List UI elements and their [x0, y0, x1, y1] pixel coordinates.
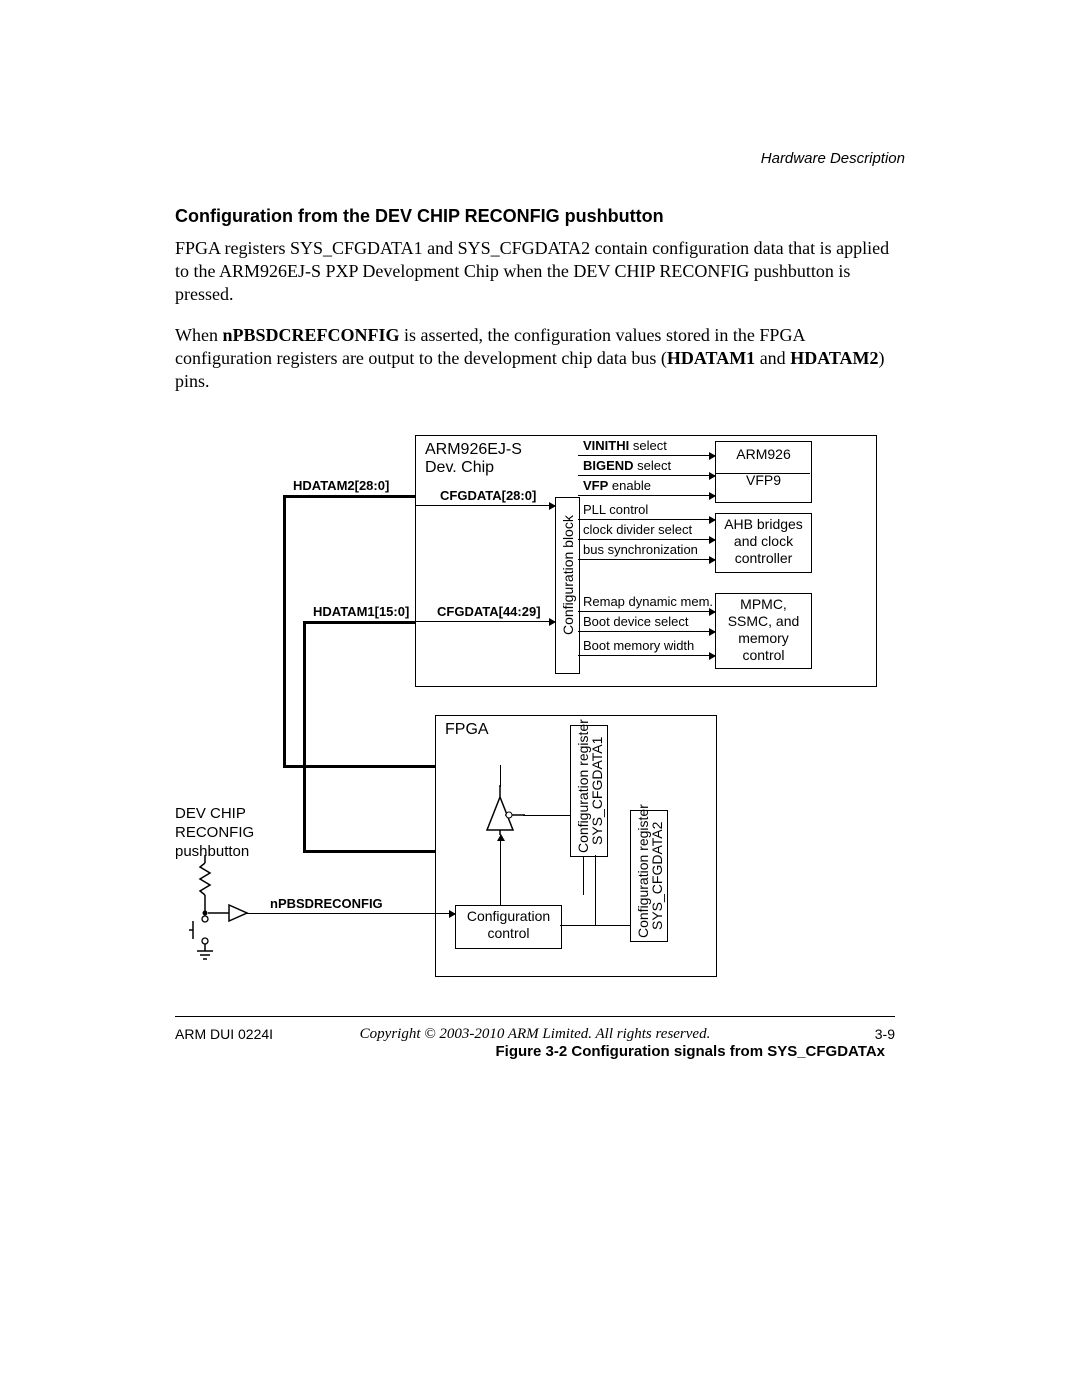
fpga-title: FPGA — [445, 721, 489, 739]
hdatam2-h — [283, 495, 415, 498]
pushbutton-icon — [175, 855, 255, 965]
drv-en — [523, 815, 570, 816]
dest-arm926: ARM926 VFP9 — [715, 441, 812, 503]
dest-ahb-3: controller — [716, 550, 811, 567]
drv-up — [500, 765, 501, 787]
sig-2: BIGEND select — [583, 459, 671, 473]
p2-a: When — [175, 325, 222, 345]
p2-b3: HDATAM2 — [790, 348, 878, 368]
sig-7: Remap dynamic mem. — [583, 595, 713, 609]
dest-mem-4: control — [716, 647, 811, 664]
reg2-l2: SYS_CFGDATA2 — [649, 822, 665, 930]
driver-icon — [475, 785, 525, 835]
sig-3-b: VFP — [583, 478, 608, 493]
cfg44-label: CFGDATA[44:29] — [437, 605, 541, 619]
dev-chip-title-2: Dev. Chip — [425, 459, 494, 477]
section-heading: Configuration from the DEV CHIP RECONFIG… — [175, 206, 895, 227]
sig-4: PLL control — [583, 503, 648, 517]
cfg44-line — [415, 621, 555, 622]
config-block-label: Configuration block — [560, 515, 576, 635]
figure-caption: Figure 3-2 Configuration signals from SY… — [175, 1043, 895, 1060]
cfg-ctrl-2: control — [456, 925, 561, 942]
sig-1-b: VINITHI — [583, 438, 629, 453]
dest-arm926-l1: ARM926 — [716, 446, 811, 462]
dev-chip-title-1: ARM926EJ-S — [425, 441, 522, 459]
npbsd-label: nPBSDRECONFIG — [270, 897, 383, 911]
sig-line-3 — [578, 495, 715, 496]
hdatam1-label: HDATAM1[15:0] — [313, 605, 409, 619]
sig-line-1 — [578, 455, 715, 456]
pb-l2: RECONFIG — [175, 824, 254, 843]
sig-2-b: BIGEND — [583, 458, 634, 473]
sig-9: Boot memory width — [583, 639, 694, 653]
sig-line-4 — [578, 519, 715, 520]
dest-mem-2: SSMC, and — [716, 613, 811, 630]
page-content: Hardware Description Configuration from … — [175, 150, 895, 1060]
sig-line-6 — [578, 559, 715, 560]
sig-line-9 — [578, 655, 715, 656]
cfgctrl-to-reg — [560, 925, 630, 926]
sig-3-t: enable — [608, 478, 651, 493]
cfg-ctrl-box: Configuration control — [455, 905, 562, 949]
sig-line-5 — [578, 539, 715, 540]
hdatam2-label: HDATAM2[28:0] — [293, 479, 389, 493]
npbsd-line — [247, 913, 455, 914]
p2-b1: nPBSDCREFCONFIG — [222, 325, 399, 345]
running-header: Hardware Description — [761, 150, 905, 167]
sig-6: bus synchronization — [583, 543, 698, 557]
paragraph-2: When nPBSDCREFCONFIG is asserted, the co… — [175, 324, 895, 393]
pushbutton-label: DEV CHIP RECONFIG pushbutton — [175, 805, 254, 861]
drv-dn — [500, 835, 501, 905]
cfg-ctrl-1: Configuration — [456, 908, 561, 925]
cfg28-line — [415, 505, 555, 506]
cfgctrl-to-reg-v — [595, 855, 596, 925]
footer-copyright: Copyright © 2003-2010 ARM Limited. All r… — [175, 1026, 895, 1043]
hdatam1-v — [303, 621, 306, 850]
dest-ahb-2: and clock — [716, 533, 811, 550]
sig-1: VINITHI select — [583, 439, 667, 453]
sig-2-t: select — [634, 458, 672, 473]
sig-line-7 — [578, 611, 715, 612]
figure-diagram: ARM926EJ-S Dev. Chip Configuration block… — [175, 435, 895, 1015]
sig-line-8 — [578, 631, 715, 632]
sig-5: clock divider select — [583, 523, 692, 537]
reg1-l2: SYS_CFGDATA1 — [589, 737, 605, 845]
sig-8: Boot device select — [583, 615, 689, 629]
dest-vfp9: VFP9 — [716, 472, 811, 488]
sig-3: VFP enable — [583, 479, 651, 493]
dest-ahb: AHB bridges and clock controller — [715, 513, 812, 573]
p2-d: and — [755, 348, 790, 368]
sig-1-t: select — [629, 438, 667, 453]
dest-mem-3: memory — [716, 630, 811, 647]
footer-page-number: 3-9 — [875, 1026, 895, 1042]
dest-mem-1: MPMC, — [716, 596, 811, 613]
footer-rule — [175, 1016, 895, 1017]
hdatam1-h — [303, 621, 415, 624]
paragraph-1: FPGA registers SYS_CFGDATA1 and SYS_CFGD… — [175, 237, 895, 306]
dest-mem: MPMC, SSMC, and memory control — [715, 593, 812, 669]
dest-div-1 — [715, 473, 810, 474]
pb-l1: DEV CHIP — [175, 805, 254, 824]
hdatam2-v — [283, 495, 286, 765]
p2-b2: HDATAM1 — [667, 348, 755, 368]
sig-line-2 — [578, 475, 715, 476]
cfg28-label: CFGDATA[28:0] — [440, 489, 536, 503]
dest-ahb-1: AHB bridges — [716, 516, 811, 533]
